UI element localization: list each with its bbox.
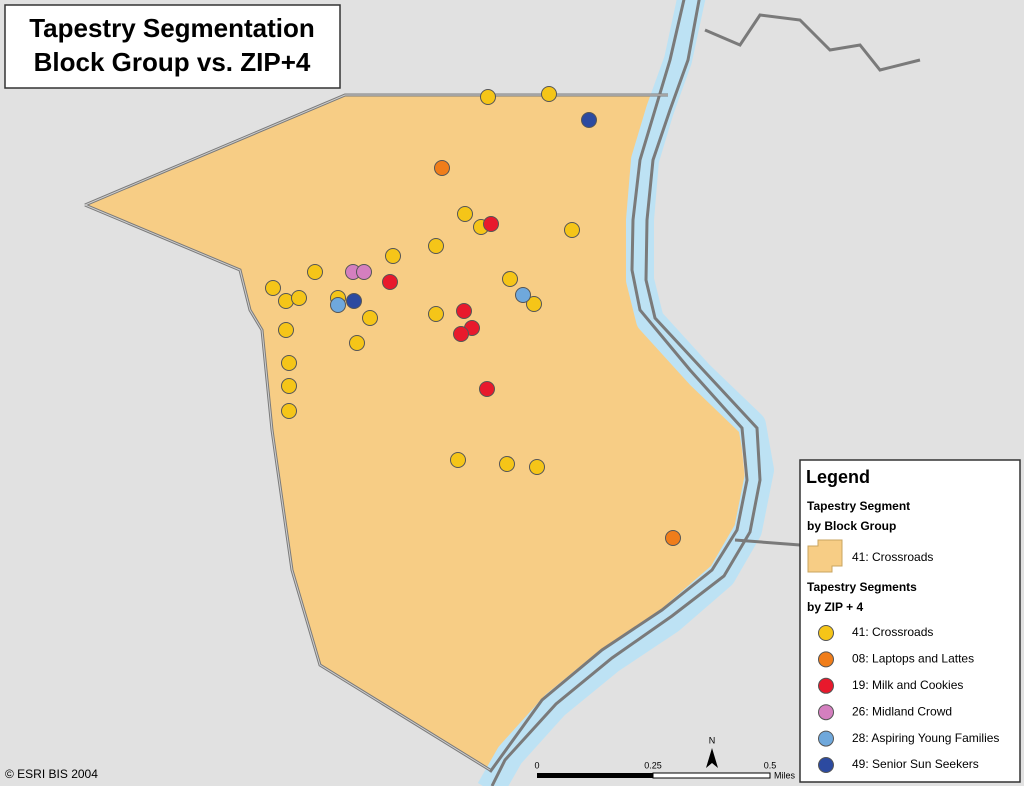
legend-swatch — [807, 539, 843, 573]
legend-label: 26: Midland Crowd — [852, 704, 952, 718]
point — [362, 310, 378, 326]
point — [450, 452, 466, 468]
point — [346, 293, 362, 309]
legend-title: Legend — [806, 467, 870, 487]
point — [291, 290, 307, 306]
point — [428, 238, 444, 254]
point — [665, 530, 681, 546]
legend-label: 41: Crossroads — [852, 625, 933, 639]
title-box — [4, 4, 341, 89]
legend-label: 19: Milk and Cookies — [852, 678, 963, 692]
point — [278, 322, 294, 338]
point — [529, 459, 545, 475]
legend-label: 49: Senior Sun Seekers — [852, 757, 979, 771]
zip4-points — [265, 86, 681, 546]
scale-label: 0.25 — [644, 760, 662, 770]
road — [490, 0, 762, 787]
point — [526, 296, 542, 312]
title: Block Group vs. ZIP+4 — [34, 47, 311, 77]
point — [502, 271, 518, 287]
legend-marker — [818, 757, 834, 773]
point — [434, 160, 450, 176]
road-centerlines — [84, 94, 668, 771]
point — [281, 355, 297, 371]
point — [457, 206, 473, 222]
scale-bar: 0 0.25 0.5 Miles — [534, 760, 795, 780]
legend-box — [799, 459, 1021, 783]
scale-unit: Miles — [774, 770, 796, 780]
legend-label: 28: Aspiring Young Families — [852, 731, 999, 745]
legend-marker — [818, 677, 834, 694]
legend-label: 41: Crossroads — [852, 550, 933, 564]
point — [453, 326, 469, 342]
point — [483, 216, 499, 232]
point — [480, 89, 496, 105]
point — [281, 378, 297, 394]
legend-marker — [818, 730, 834, 747]
point — [515, 287, 531, 303]
scale-label: 0.5 — [764, 760, 777, 770]
point — [428, 306, 444, 322]
legend-marker — [818, 625, 834, 641]
north-label: N — [709, 735, 716, 745]
point — [349, 335, 365, 351]
point — [385, 248, 401, 264]
point — [564, 222, 580, 238]
legend-heading: Tapestry Segment — [807, 499, 910, 513]
legend-marker — [818, 651, 834, 668]
point — [581, 112, 597, 128]
point — [499, 456, 515, 472]
legend-label: 08: Laptops and Lattes — [852, 652, 974, 666]
point — [356, 264, 372, 280]
legend-heading: by ZIP + 4 — [807, 600, 863, 614]
legend-marker — [818, 704, 834, 721]
point — [479, 381, 495, 397]
point — [382, 274, 398, 290]
road — [488, 0, 749, 773]
block-group-area — [85, 95, 745, 770]
title: Tapestry Segmentation — [29, 13, 315, 43]
north-arrow: N — [706, 735, 718, 768]
point — [307, 264, 323, 280]
point — [541, 86, 557, 102]
point — [456, 303, 472, 319]
point — [281, 403, 297, 419]
scale-label: 0 — [534, 760, 539, 770]
road — [734, 538, 801, 547]
legend-items: 41: Crossroads 08: Laptops and Lattes 19: … — [818, 625, 999, 773]
point — [265, 280, 281, 296]
point — [330, 297, 346, 313]
road — [704, 13, 921, 72]
legend-heading: by Block Group — [807, 519, 896, 533]
legend-heading: Tapestry Segments — [807, 580, 917, 594]
copyright: © ESRI BIS 2004 — [5, 767, 98, 781]
point — [278, 293, 294, 309]
